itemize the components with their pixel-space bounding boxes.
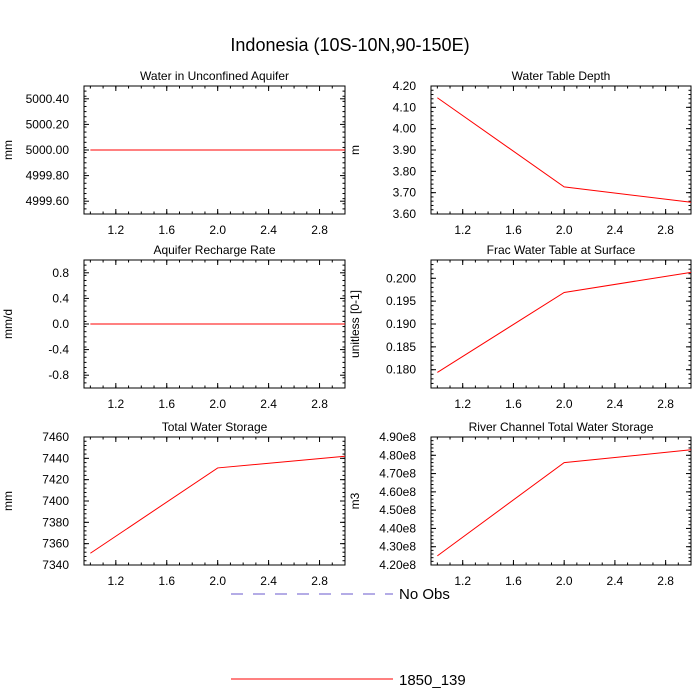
- x-tick-label: 2.8: [311, 574, 328, 588]
- panel-title: Frac Water Table at Surface: [487, 243, 636, 257]
- panel-title: River Channel Total Water Storage: [469, 420, 654, 434]
- x-tick-label: 1.6: [505, 397, 522, 411]
- y-tick-label: 4.10: [393, 100, 417, 114]
- y-tick-label: 4.20e8: [379, 558, 416, 572]
- x-tick-label: 1.2: [454, 223, 471, 237]
- series-line-1850-139: [437, 271, 692, 373]
- y-axis-label: mm/d: [1, 309, 15, 339]
- x-tick-label: 2.8: [311, 223, 328, 237]
- y-tick-label: 4999.60: [26, 194, 70, 208]
- y-axis-label: m: [348, 145, 362, 155]
- x-tick-label: 2.4: [607, 574, 624, 588]
- y-tick-label: 0.200: [386, 271, 416, 285]
- x-tick-label: 2.4: [260, 397, 277, 411]
- y-tick-label: 0.8: [52, 266, 69, 280]
- y-tick-label: 3.60: [393, 207, 417, 221]
- x-tick-label: 2.8: [657, 397, 674, 411]
- y-tick-label: 4.50e8: [379, 503, 416, 517]
- x-tick-label: 2.0: [209, 223, 226, 237]
- y-tick-label: 7440: [42, 451, 69, 465]
- panel-2: Water Table Depth m 1.2 1.6 2.0 2.4 2.8 3.60 3.7…: [348, 69, 692, 237]
- y-tick-label: 7360: [42, 537, 69, 551]
- y-tick-label: 3.90: [393, 143, 417, 157]
- y-tick-label: 5000.00: [26, 143, 70, 157]
- y-axis-label: mm: [1, 140, 15, 160]
- panel-4: Frac Water Table at Surface unitless [0-1…: [348, 243, 692, 411]
- x-tick-label: 2.0: [209, 397, 226, 411]
- y-tick-label: 4.70e8: [379, 467, 416, 481]
- plot-frame: [83, 436, 346, 566]
- y-tick-label: 4.60e8: [379, 485, 416, 499]
- y-tick-label: 5000.40: [26, 92, 70, 106]
- y-tick-label: 4999.80: [26, 169, 70, 183]
- y-tick-label: 4.90e8: [379, 430, 416, 444]
- y-tick-label: 0.180: [386, 363, 416, 377]
- x-tick-label: 2.4: [260, 223, 277, 237]
- plot-frame: [430, 436, 692, 566]
- panel-5: Total Water Storage mm 1.2 1.6 2.0 2.4 2.8 7340…: [1, 420, 346, 588]
- x-tick-label: 1.2: [454, 397, 471, 411]
- x-tick-label: 1.6: [158, 397, 175, 411]
- x-tick-label: 1.2: [107, 397, 124, 411]
- x-tick-label: 1.2: [454, 574, 471, 588]
- y-tick-label: 4.30e8: [379, 540, 416, 554]
- y-tick-label: 3.80: [393, 164, 417, 178]
- panel-title: Water in Unconfined Aquifer: [140, 69, 289, 83]
- y-tick-label: 4.80e8: [379, 448, 416, 462]
- x-tick-label: 1.6: [158, 223, 175, 237]
- y-axis-label: mm: [1, 491, 15, 511]
- x-tick-label: 2.8: [657, 574, 674, 588]
- x-tick-label: 2.4: [607, 223, 624, 237]
- plot-frame: [430, 85, 692, 215]
- figure-title: Indonesia (10S-10N,90-150E): [230, 35, 469, 55]
- panel-title: Water Table Depth: [512, 69, 611, 83]
- x-tick-label: 2.0: [209, 574, 226, 588]
- series-line-1850-139: [437, 97, 692, 203]
- x-tick-label: 1.2: [107, 574, 124, 588]
- legend-label-no-obs: No Obs: [399, 586, 450, 603]
- plot-frame: [430, 259, 692, 389]
- panel-title: Aquifer Recharge Rate: [153, 243, 275, 257]
- panel-6: River Channel Total Water Storage m3 1.2 1.…: [348, 420, 692, 588]
- panel-3: Aquifer Recharge Rate mm/d 1.2 1.6 2.0 2.4 2.8…: [1, 243, 346, 411]
- legend-label-1850-139: 1850_139: [399, 672, 466, 689]
- x-tick-label: 2.0: [556, 574, 573, 588]
- y-tick-label: -0.4: [48, 343, 69, 357]
- y-tick-label: 7380: [42, 515, 69, 529]
- panel-1: Water in Unconfined Aquifer mm 1.2 1.6 2.0 2.…: [1, 69, 346, 237]
- y-axis-label: m3: [348, 492, 362, 509]
- x-tick-label: 2.0: [556, 397, 573, 411]
- y-tick-label: 4.00: [393, 122, 417, 136]
- y-tick-label: 5000.20: [26, 117, 70, 131]
- y-tick-label: 7420: [42, 473, 69, 487]
- x-tick-label: 2.4: [607, 397, 624, 411]
- y-tick-label: 7340: [42, 558, 69, 572]
- x-tick-label: 2.4: [260, 574, 277, 588]
- x-tick-label: 1.6: [505, 223, 522, 237]
- x-tick-label: 1.6: [158, 574, 175, 588]
- x-tick-label: 1.2: [107, 223, 124, 237]
- x-tick-label: 2.0: [556, 223, 573, 237]
- y-tick-label: 3.70: [393, 186, 417, 200]
- y-tick-label: 4.40e8: [379, 521, 416, 535]
- y-tick-label: 0.4: [52, 291, 69, 305]
- y-axis-label: unitless [0-1]: [348, 290, 362, 358]
- series-line-1850-139: [437, 449, 692, 557]
- panel-title: Total Water Storage: [162, 420, 268, 434]
- y-tick-label: 0.0: [52, 317, 69, 331]
- y-tick-label: 7400: [42, 494, 69, 508]
- x-tick-label: 2.8: [311, 397, 328, 411]
- y-tick-label: 7460: [42, 430, 69, 444]
- y-tick-label: 0.190: [386, 317, 416, 331]
- y-tick-label: 4.20: [393, 79, 417, 93]
- series-line-1850-139: [90, 455, 346, 554]
- legend: No Obs 1850_139: [231, 586, 466, 689]
- y-tick-label: 0.195: [386, 294, 416, 308]
- y-tick-label: -0.8: [48, 368, 69, 382]
- x-tick-label: 2.8: [657, 223, 674, 237]
- y-tick-label: 0.185: [386, 340, 416, 354]
- x-tick-label: 1.6: [505, 574, 522, 588]
- panels: Water in Unconfined Aquifer mm 1.2 1.6 2.0 2.…: [1, 69, 692, 588]
